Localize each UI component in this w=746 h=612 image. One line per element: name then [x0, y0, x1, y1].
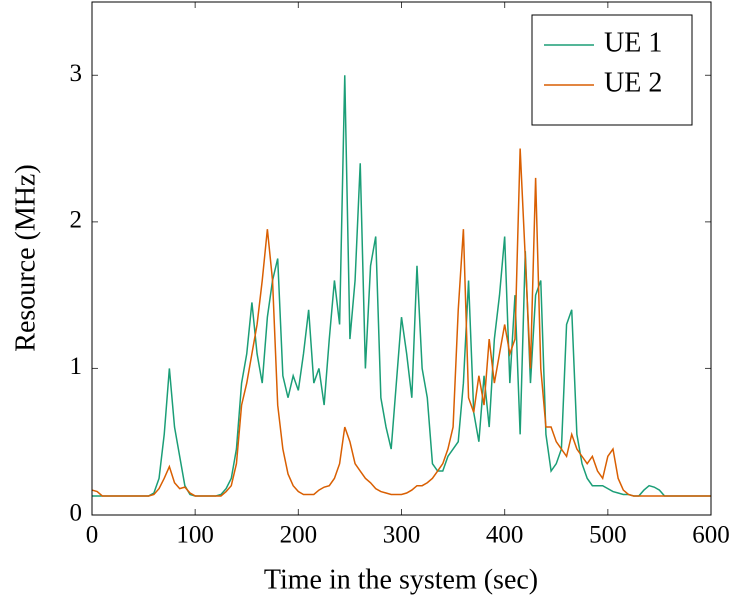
- y-axis-title: Resource (MHz): [10, 164, 41, 351]
- x-axis-title: Time in the system (sec): [264, 564, 538, 595]
- y-tick-label: 1: [70, 353, 83, 380]
- x-tick-label: 0: [86, 522, 99, 549]
- y-tick-label: 2: [70, 207, 83, 234]
- y-tick-label: 0: [70, 500, 83, 527]
- x-tick-label: 200: [280, 522, 318, 549]
- data-line: [91, 148, 711, 497]
- legend-box: [531, 14, 693, 126]
- x-tick-label: 100: [176, 522, 214, 549]
- plot-frame: [91, 1, 712, 516]
- x-tick-label: 300: [383, 522, 421, 549]
- x-tick-label: 400: [486, 522, 524, 549]
- x-tick-label: 500: [589, 522, 627, 549]
- x-tick-label: 600: [692, 522, 730, 549]
- y-tick-label: 3: [70, 60, 83, 87]
- legend-label: UE 1: [604, 27, 662, 58]
- data-line: [92, 75, 711, 497]
- legend-label: UE 2: [604, 67, 662, 98]
